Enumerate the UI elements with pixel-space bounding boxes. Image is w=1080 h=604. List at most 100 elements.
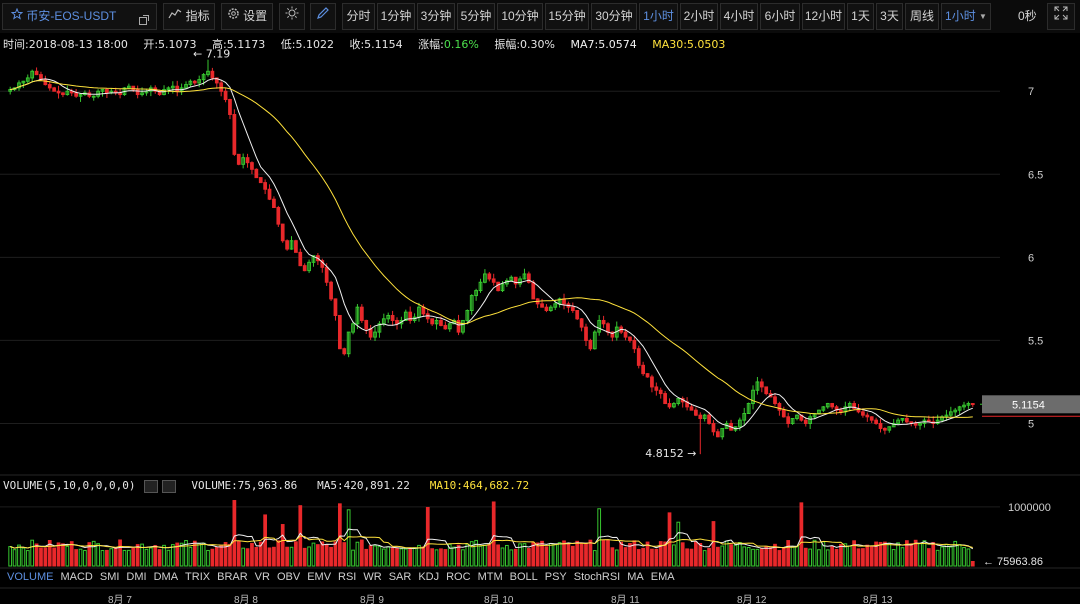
candle-body <box>30 70 35 79</box>
candle-body <box>896 419 900 424</box>
timeframe-tab[interactable]: 1天 <box>847 3 874 30</box>
timeframe-tab[interactable]: 2小时 <box>680 3 718 30</box>
candle-body <box>311 255 316 263</box>
volume-bar <box>724 540 729 567</box>
timeframe-tab[interactable]: 3分钟 <box>417 3 455 30</box>
indicator-tab[interactable]: MTM <box>477 571 503 583</box>
volume-bar <box>219 544 224 567</box>
candle-body <box>197 79 202 84</box>
draw-tool-button[interactable] <box>310 3 336 30</box>
indicator-tab[interactable]: MA <box>627 571 644 583</box>
timeframe-tab[interactable]: 15分钟 <box>545 3 589 30</box>
volume-bar <box>417 544 421 567</box>
indicator-tab[interactable]: PSY <box>544 571 567 583</box>
indicator-tab[interactable]: StochRSI <box>573 571 621 583</box>
volume-bar <box>737 541 742 567</box>
volume-bar <box>685 548 689 567</box>
candle-body <box>47 84 52 89</box>
volume-bar <box>434 549 439 567</box>
volume-bar <box>61 543 65 567</box>
timeframe-tab[interactable]: 1小时 <box>639 3 678 30</box>
period-select[interactable]: 1小时 ▼ <box>941 3 991 30</box>
candle-body <box>280 223 285 242</box>
volume-bar <box>65 545 70 567</box>
candle-body <box>957 406 962 411</box>
volume-bar <box>623 547 628 567</box>
candle-body <box>491 278 496 283</box>
timeframe-tab[interactable]: 周线 <box>905 3 939 30</box>
volume-bar <box>8 546 13 567</box>
settings-small-icon[interactable] <box>144 479 159 493</box>
candle-body <box>584 326 588 341</box>
indicator-tab[interactable]: OBV <box>276 571 301 583</box>
candle-body <box>285 240 289 250</box>
candle-body <box>443 324 448 330</box>
indicator-tab[interactable]: WR <box>363 571 382 583</box>
pair-selector[interactable]: 币安-EOS-USDT <box>2 3 157 30</box>
timeframe-tab[interactable]: 分时 <box>342 3 375 30</box>
timeframe-tab[interactable]: 12小时 <box>802 3 845 30</box>
indicator-tab[interactable]: DMA <box>153 571 179 583</box>
volume-bar <box>786 540 791 567</box>
candle-body <box>135 89 140 96</box>
indicator-tab[interactable]: KDJ <box>418 571 440 583</box>
info-change-value: 0.16% <box>443 38 479 51</box>
timeframe-tab[interactable]: 4小时 <box>720 3 758 30</box>
volume-bar <box>654 548 659 567</box>
candle-body <box>575 310 580 320</box>
date-label: 8月 8 <box>234 595 258 604</box>
indicator-tab[interactable]: VR <box>254 571 270 583</box>
indicator-tab[interactable]: MACD <box>60 571 93 583</box>
indicator-tab[interactable]: BRAR <box>217 571 248 583</box>
candle-body <box>131 85 136 91</box>
timeframe-tab[interactable]: 30分钟 <box>591 3 637 30</box>
candle-body <box>795 414 799 419</box>
timeframe-tab[interactable]: 10分钟 <box>497 3 543 30</box>
volume-bar <box>131 547 136 567</box>
indicator-tab[interactable]: RSI <box>338 571 357 583</box>
candle-body <box>386 314 391 320</box>
volume-title: VOLUME(5,10,0,0,0,0) <box>3 479 136 492</box>
theme-button[interactable] <box>279 3 305 30</box>
volume-bar <box>799 502 804 567</box>
timeframe-tab[interactable]: 1分钟 <box>377 3 415 30</box>
volume-bar <box>689 548 694 567</box>
indicator-tab[interactable]: VOLUME <box>7 571 54 583</box>
volume-ma5: MA5:420,891.22 <box>317 479 410 492</box>
candle-body <box>289 240 294 250</box>
volume-bar <box>957 544 962 567</box>
timeframe-tab[interactable]: 6小时 <box>760 3 800 30</box>
volume-bar <box>808 548 813 567</box>
indicator-tab[interactable]: ROC <box>446 571 471 583</box>
indicator-tab[interactable]: DMI <box>126 571 147 583</box>
timeframe-tab[interactable]: 3天 <box>876 3 903 30</box>
settings-button[interactable]: 设置 <box>221 3 273 30</box>
indicator-tab[interactable]: EMA <box>650 571 675 583</box>
timeframe-tab[interactable]: 5分钟 <box>457 3 495 30</box>
volume-bar <box>241 547 246 567</box>
volume-bar <box>250 542 254 567</box>
indicator-button[interactable]: 指标 <box>163 3 215 30</box>
indicator-tab[interactable]: TRIX <box>185 571 211 583</box>
popout-icon[interactable] <box>138 10 150 35</box>
volume-bar <box>742 546 747 567</box>
indicator-tab[interactable]: SMI <box>99 571 120 583</box>
candle-body <box>518 278 522 285</box>
candle-body <box>632 339 637 350</box>
candle-body <box>496 281 500 292</box>
candle-body <box>839 409 843 413</box>
close-small-icon[interactable] <box>162 479 177 493</box>
fullscreen-button[interactable] <box>1047 3 1075 30</box>
info-change-label: 涨幅: <box>418 38 444 51</box>
volume-bar <box>447 543 452 567</box>
candle-body <box>337 314 342 350</box>
candle-body <box>324 266 329 283</box>
candle-body <box>294 240 298 253</box>
volume-bar <box>518 543 522 567</box>
indicator-tab[interactable]: SAR <box>388 571 412 583</box>
star-icon[interactable] <box>10 4 24 29</box>
candle-body <box>746 403 751 415</box>
indicator-tab[interactable]: BOLL <box>509 571 538 583</box>
indicator-tab[interactable]: EMV <box>307 571 332 583</box>
